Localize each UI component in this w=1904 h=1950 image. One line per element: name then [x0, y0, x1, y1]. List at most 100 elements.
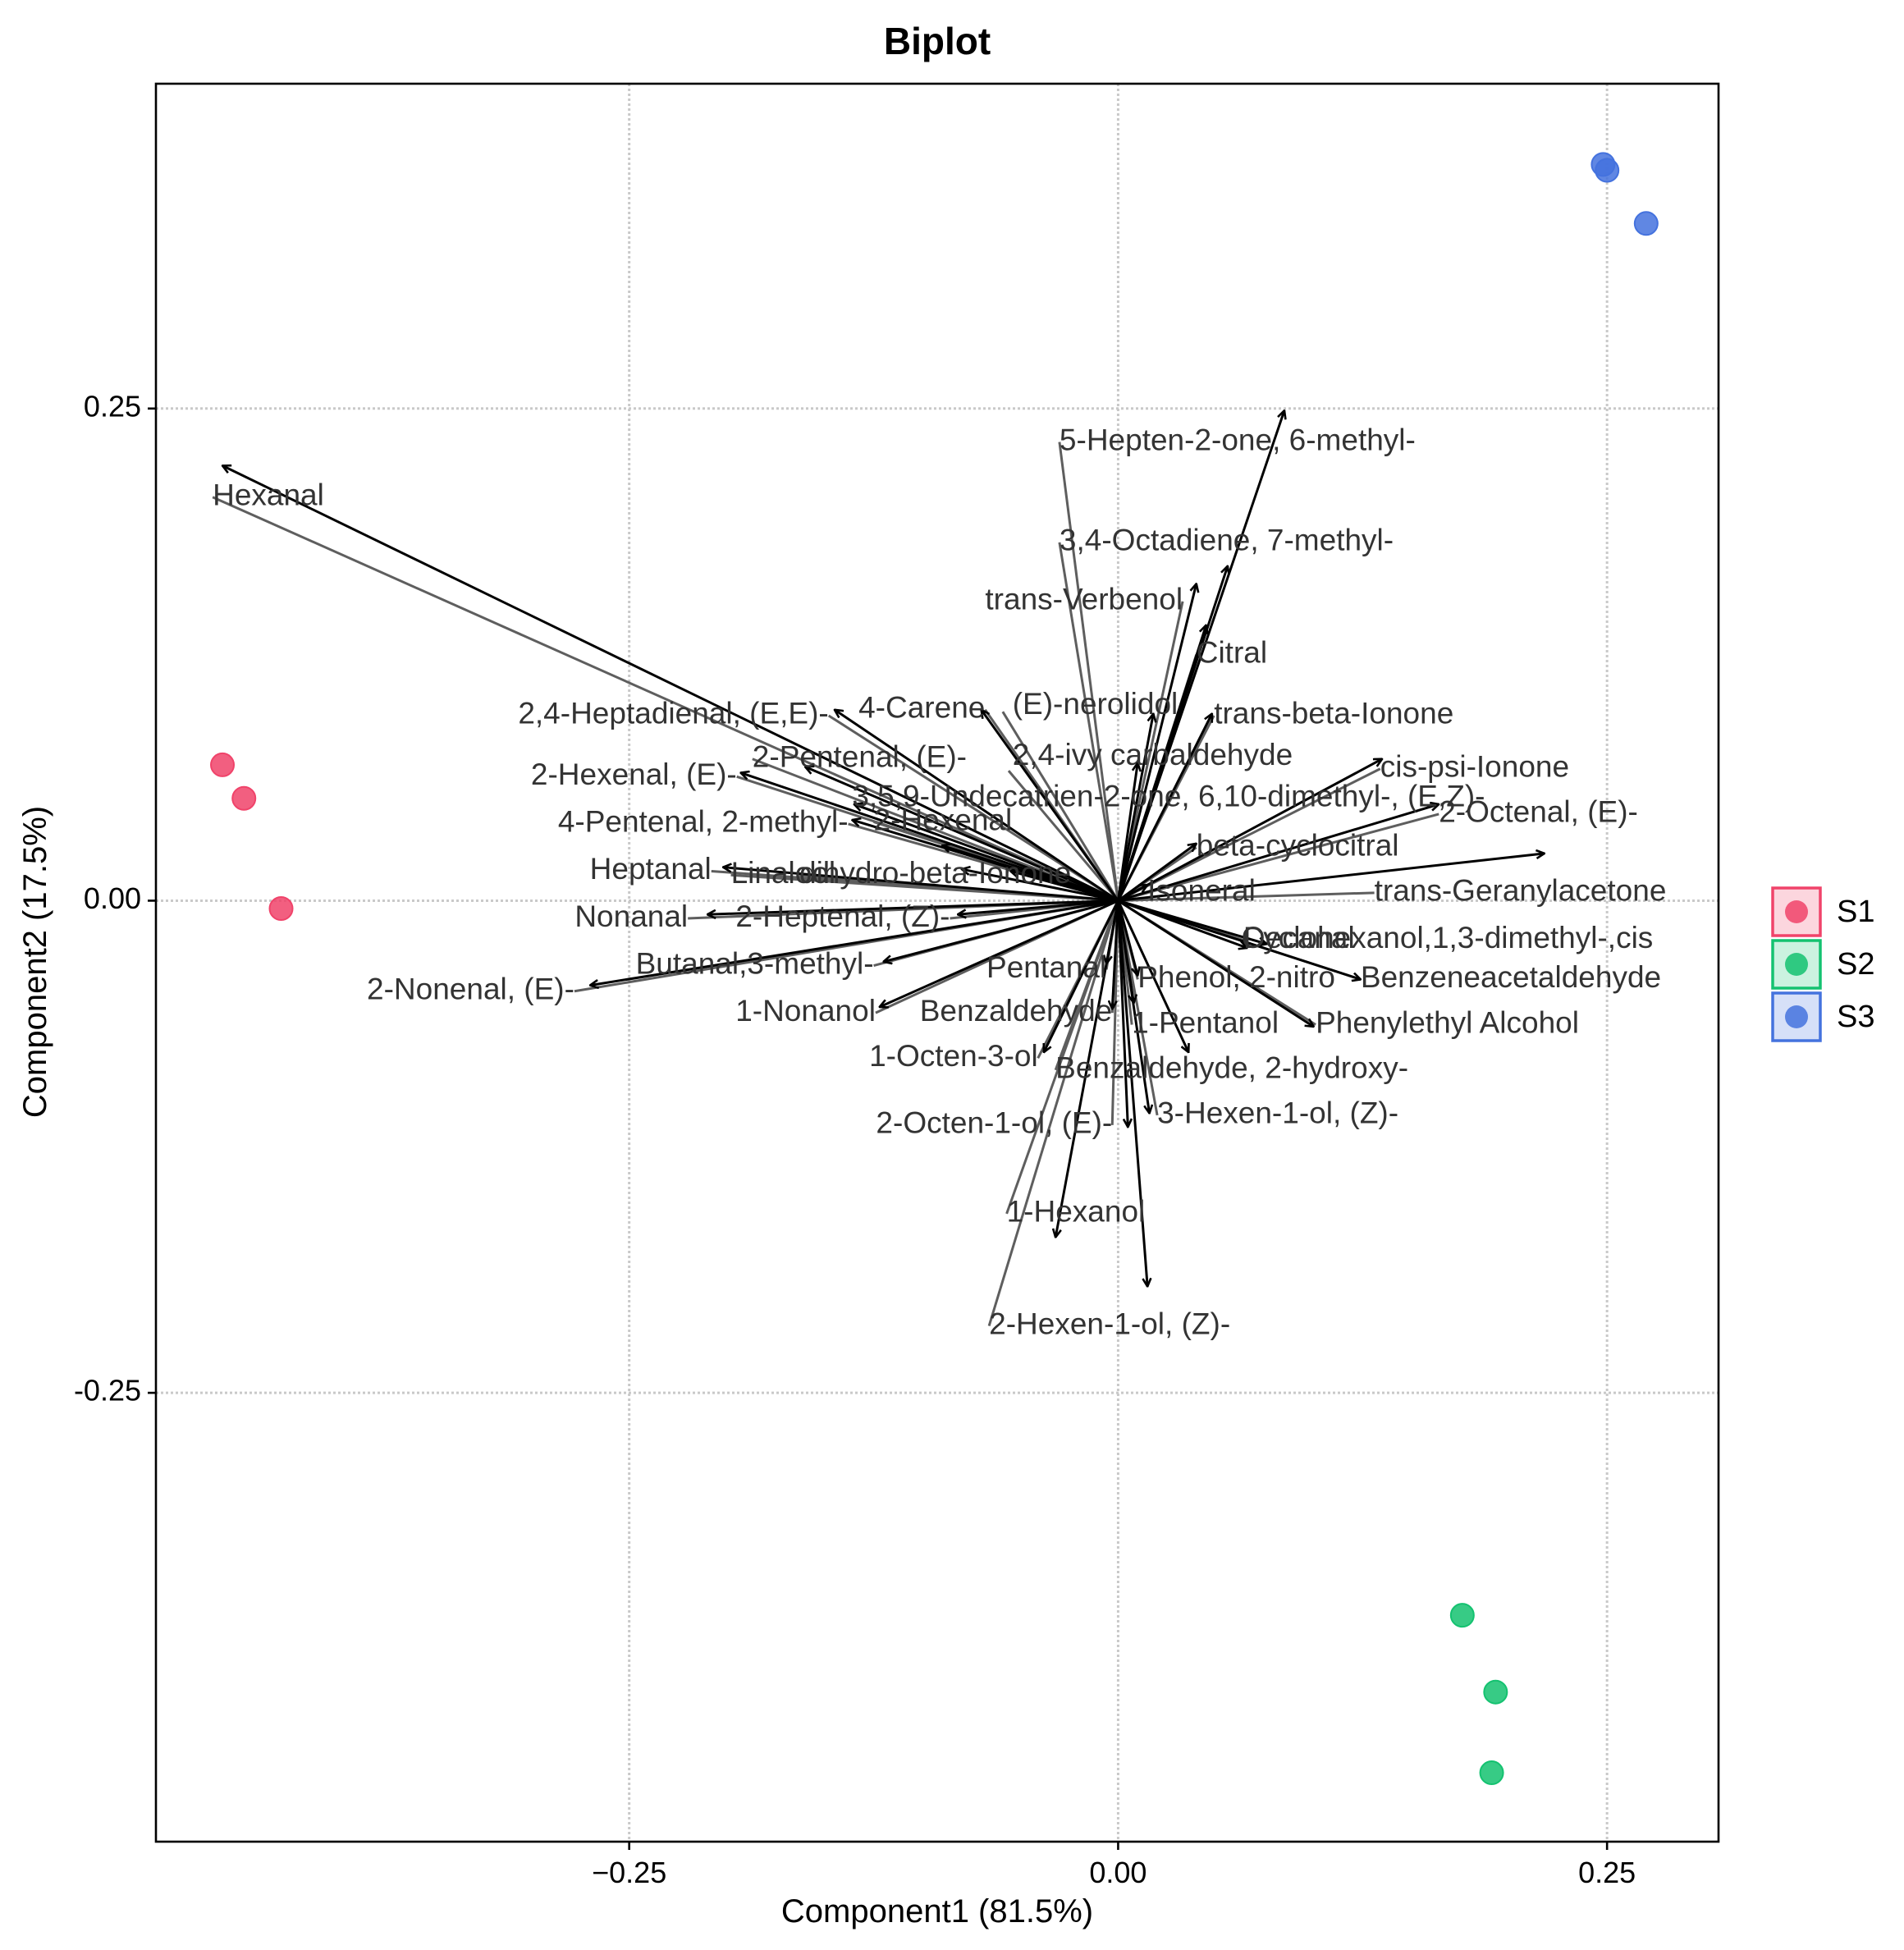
point-s3-3	[1633, 211, 1659, 236]
loading-arrow-2-hexen-1-ol-z	[1116, 900, 1147, 1286]
loading-arrow-2-4-ivy-carbaldehyde	[1116, 763, 1137, 901]
loading-arrow-cis-psi-ionone	[1117, 759, 1382, 902]
legend-dot-s3	[1785, 1005, 1808, 1028]
loading-arrow-hexanal	[222, 465, 1119, 902]
loading-label-linalool: Linalool	[731, 856, 836, 890]
loading-label-cyclohexanol-1-3-dimethyl-cis: Cyclohexanol,1,3-dimethyl-,cis	[1242, 921, 1654, 954]
legend-key-s1	[1771, 886, 1822, 937]
loading-label-pentanal: Pentanal	[986, 950, 1106, 984]
chart-title: Biplot	[884, 20, 991, 62]
loading-label-phenylethyl-alcohol: Phenylethyl Alcohol	[1316, 1005, 1579, 1039]
loading-arrow-beta-cyclocitral	[1117, 844, 1196, 902]
loading-label-2-hexen-1-ol-z: 2-Hexen-1-ol, (Z)-	[989, 1307, 1230, 1340]
y-axis-label: Component2 (17.5%)	[17, 806, 53, 1118]
loading-arrow-trans-beta-ionone	[1117, 714, 1214, 902]
loading-label-1-hexanol: 1-Hexanol	[1007, 1195, 1146, 1229]
y-axis-ticks: 0.25 0.00 -0.25	[74, 389, 156, 1408]
loading-label-3-4-octadiene-7-methyl: 3,4-Octadiene, 7-methyl-	[1060, 524, 1394, 557]
loading-line-2-4-heptadienal-e-e	[827, 714, 1119, 902]
point-s3-2	[1595, 158, 1620, 183]
legend-label-s2: S2	[1837, 947, 1874, 982]
loading-arrow-e-nerolidol	[1116, 714, 1153, 901]
point-s1-2	[231, 785, 257, 811]
legend-dot-s1	[1785, 900, 1808, 923]
loading-arrow-benzeneacetaldehyde	[1117, 899, 1360, 979]
loading-label-2-heptenal-z: 2-Heptenal, (Z)-	[735, 899, 950, 933]
x-tick-label-2: 0.25	[1578, 1856, 1636, 1889]
loading-label-hexanal: Hexanal	[213, 478, 324, 511]
loading-line-1-hexanol	[1005, 899, 1119, 1215]
point-s2-3	[1479, 1760, 1504, 1786]
legend: S1 S2 S3	[1771, 886, 1874, 1042]
plot-panel	[156, 84, 1719, 1842]
loading-arrow-linalool	[962, 869, 1119, 902]
loading-arrow-trans-verbenol	[1116, 584, 1196, 901]
loading-arrow-pentanal	[1106, 900, 1119, 964]
loading-label-1-nonanol: 1-Nonanol	[735, 994, 876, 1028]
loading-arrow-2-4-heptadienal-e-e	[835, 710, 1119, 902]
loading-label-3-hexen-1-ol-z: 3-Hexen-1-ol, (Z)-	[1157, 1096, 1398, 1130]
loading-line-cis-psi-ionone	[1117, 767, 1381, 902]
point-s1-3	[268, 896, 294, 922]
loading-arrow-4-carene	[982, 710, 1119, 902]
loading-arrow-1-octen-3-ol	[1044, 899, 1119, 1052]
y-tick-label-2: -0.25	[74, 1374, 141, 1408]
x-axis-label: Component1 (81.5%)	[781, 1893, 1093, 1929]
loading-label-decanal: Decanal	[1243, 921, 1355, 954]
loading-arrow-benzaldehyde	[1112, 900, 1119, 1009]
score-points	[210, 152, 1659, 1786]
loading-label-2-octen-1-ol-e: 2-Octen-1-ol, (E)-	[876, 1106, 1112, 1140]
loading-line-2-4-ivy-carbaldehyde	[1007, 770, 1119, 902]
loading-label-trans-beta-ionone: trans-beta-Ionone	[1214, 697, 1453, 730]
loading-line-trans-geranylacetone	[1118, 891, 1375, 902]
loading-arrow-citral	[1116, 625, 1206, 901]
loading-label-2-octenal-e: 2-Octenal, (E)-	[1439, 795, 1638, 829]
loading-label-4-pentenal-2-methyl: 4-Pentenal, 2-methyl-	[558, 805, 849, 839]
loading-label-nonanal: Nonanal	[574, 899, 688, 933]
loading-label-5-hepten-2-one-6-methyl: 5-Hepten-2-one, 6-methyl-	[1060, 423, 1416, 456]
legend-item-s1: S1	[1771, 886, 1874, 937]
point-s1-1	[210, 752, 236, 777]
loading-label-cis-psi-ionone: cis-psi-Ionone	[1380, 750, 1569, 784]
loading-label-2-hexenal-e: 2-Hexenal, (E)-	[531, 758, 737, 791]
loading-arrow-benzaldehyde-2-hydroxy	[1117, 899, 1188, 1052]
loading-label-e-nerolidol: (E)-nerolidol	[1013, 687, 1179, 721]
loading-arrow-butanal-3-methyl	[883, 899, 1119, 961]
loading-arrow-2-nonenal-e	[590, 899, 1119, 985]
legend-dot-s2	[1785, 953, 1808, 976]
loading-label-trans-geranylacetone: trans-Geranylacetone	[1375, 874, 1667, 908]
y-tick-label-0: 0.25	[84, 389, 141, 423]
loading-arrow-1-nonanol	[880, 899, 1119, 1007]
legend-item-s2: S2	[1771, 939, 1874, 990]
y-tick-label-1: 0.00	[84, 881, 141, 915]
loading-line-3-4-octadiene-7-methyl	[1058, 542, 1119, 901]
loading-label-butanal-3-methyl: Butanal,3-methyl-	[636, 946, 874, 980]
loading-arrow-phenylethyl-alcohol	[1117, 899, 1313, 1027]
point-s2-2	[1483, 1679, 1508, 1705]
loading-label-benzaldehyde: Benzaldehyde	[920, 994, 1113, 1028]
loading-arrow-heptanal	[723, 867, 1119, 902]
x-tick-label-1: 0.00	[1089, 1856, 1147, 1889]
grid-lines	[156, 84, 1719, 1842]
loading-arrow-nonanal	[707, 899, 1119, 914]
loading-label-4-carene: 4-Carene	[858, 691, 985, 725]
loading-arrow-2-octenal-e	[1117, 804, 1439, 902]
loading-label-dihydro-beta-ionone: dihydro-beta-Ionone	[799, 856, 1071, 890]
loading-label-isoneral: Isoneral	[1147, 874, 1256, 908]
loading-arrow-2-heptenal-z	[958, 899, 1119, 914]
loading-arrow-3-hexen-1-ol-z	[1116, 900, 1149, 1113]
loading-arrow-isoneral	[1117, 885, 1147, 902]
loading-label-benzeneacetaldehyde: Benzeneacetaldehyde	[1361, 960, 1661, 994]
loading-label-2-hexenal: 2-Hexenal	[874, 803, 1013, 836]
loading-label-2-pentenal-e: 2-Pentenal, (E)-	[753, 740, 967, 774]
loading-arrow-phenol-2-nitro	[1116, 900, 1137, 975]
loading-label-2-nonenal-e: 2-Nonenal, (E)-	[367, 973, 574, 1006]
loading-label-trans-verbenol: trans-Verbenol	[985, 583, 1183, 616]
loading-label-phenol-2-nitro: Phenol, 2-nitro	[1137, 960, 1335, 994]
legend-label-s1: S1	[1837, 895, 1874, 929]
loading-arrows	[222, 410, 1545, 1286]
point-s2-1	[1449, 1603, 1475, 1628]
loading-arrow-2-octen-1-ol-e	[1116, 900, 1128, 1127]
legend-label-s3: S3	[1837, 1000, 1874, 1034]
